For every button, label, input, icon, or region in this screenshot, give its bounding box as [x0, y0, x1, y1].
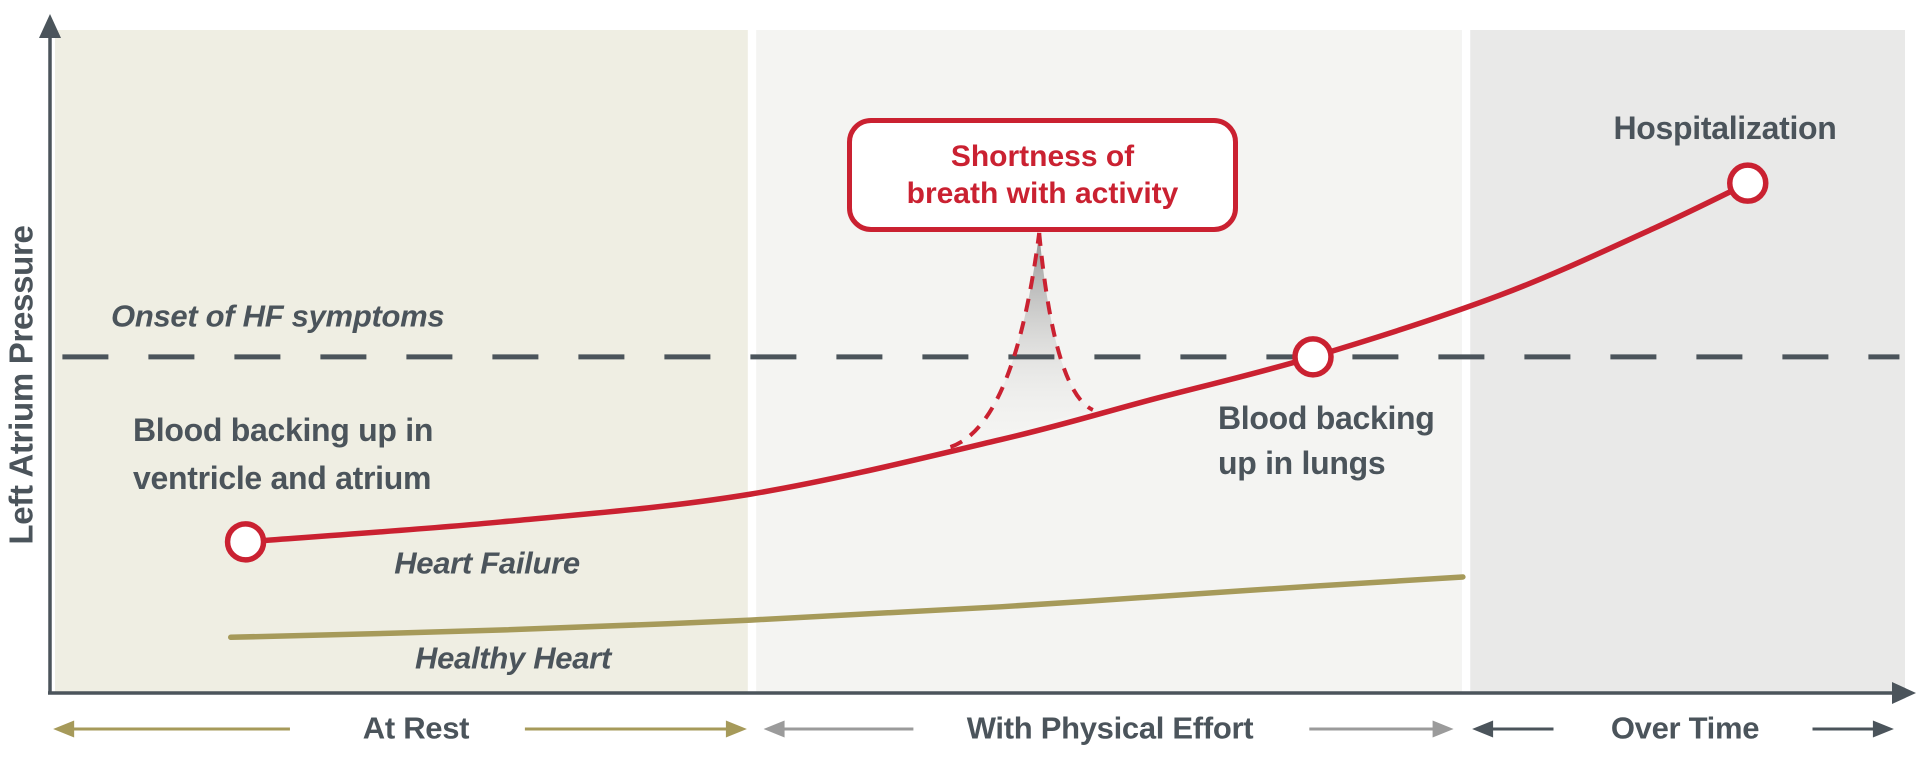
y-axis-arrowhead-icon	[39, 14, 61, 38]
section-label-with-physical-effort: With Physical Effort	[966, 710, 1254, 746]
event-marker	[1292, 336, 1334, 378]
onset-threshold-label: Onset of HF symptoms	[111, 298, 445, 334]
pressure-curves	[228, 180, 1751, 641]
axes	[39, 14, 1916, 704]
callout-line2: breath with activity	[906, 177, 1179, 210]
section-background-1	[55, 30, 748, 693]
event-markers	[224, 162, 1769, 563]
hospitalization-annotation: Hospitalization	[1613, 110, 1837, 146]
healthy-heart-series-label: Healthy Heart	[415, 640, 611, 676]
blood-lungs-line1: Blood backing	[1218, 400, 1435, 436]
symptom-spike-left-edge	[949, 232, 1042, 449]
blood-lungs-annotation: Blood backing up in lungs	[1218, 396, 1435, 486]
section-range-arrowhead-icon	[725, 720, 747, 738]
symptom-spike-right-edge	[1037, 232, 1094, 412]
event-marker	[224, 521, 267, 563]
blood-ventricle-line1: Blood backing up in	[133, 412, 434, 448]
section-background-3	[1470, 30, 1905, 693]
section-range-arrowhead-icon	[53, 720, 75, 738]
x-axis-arrowhead-icon	[1892, 682, 1916, 704]
section-label-over-time: Over Time	[1610, 710, 1760, 746]
symptom-spike	[950, 232, 1093, 448]
section-range-arrowhead-icon	[1472, 720, 1494, 738]
section-label-at-rest: At Rest	[362, 710, 470, 746]
blood-ventricle-annotation: Blood backing up in ventricle and atrium	[133, 406, 433, 502]
callout-line1: Shortness of	[950, 140, 1135, 173]
section-range-arrowhead-icon	[1432, 720, 1454, 738]
symptom-spike-fill	[950, 232, 1093, 448]
heart-failure-series-label: Heart Failure	[394, 545, 580, 581]
shortness-of-breath-callout: Shortness of breath with activity	[847, 118, 1238, 232]
blood-lungs-line2: up in lungs	[1218, 445, 1386, 481]
symptom-spike-edges	[949, 232, 1094, 449]
section-range-arrows	[53, 720, 1894, 738]
heart-failure-curve	[242, 180, 1751, 545]
y-axis-label: Left Atrium Pressure	[2, 225, 40, 545]
blood-ventricle-line2: ventricle and atrium	[133, 460, 432, 496]
section-range-arrowhead-icon	[1872, 720, 1894, 738]
event-marker	[1727, 162, 1769, 204]
healthy-heart-curve	[228, 574, 1466, 641]
section-range-arrowhead-icon	[763, 720, 785, 738]
